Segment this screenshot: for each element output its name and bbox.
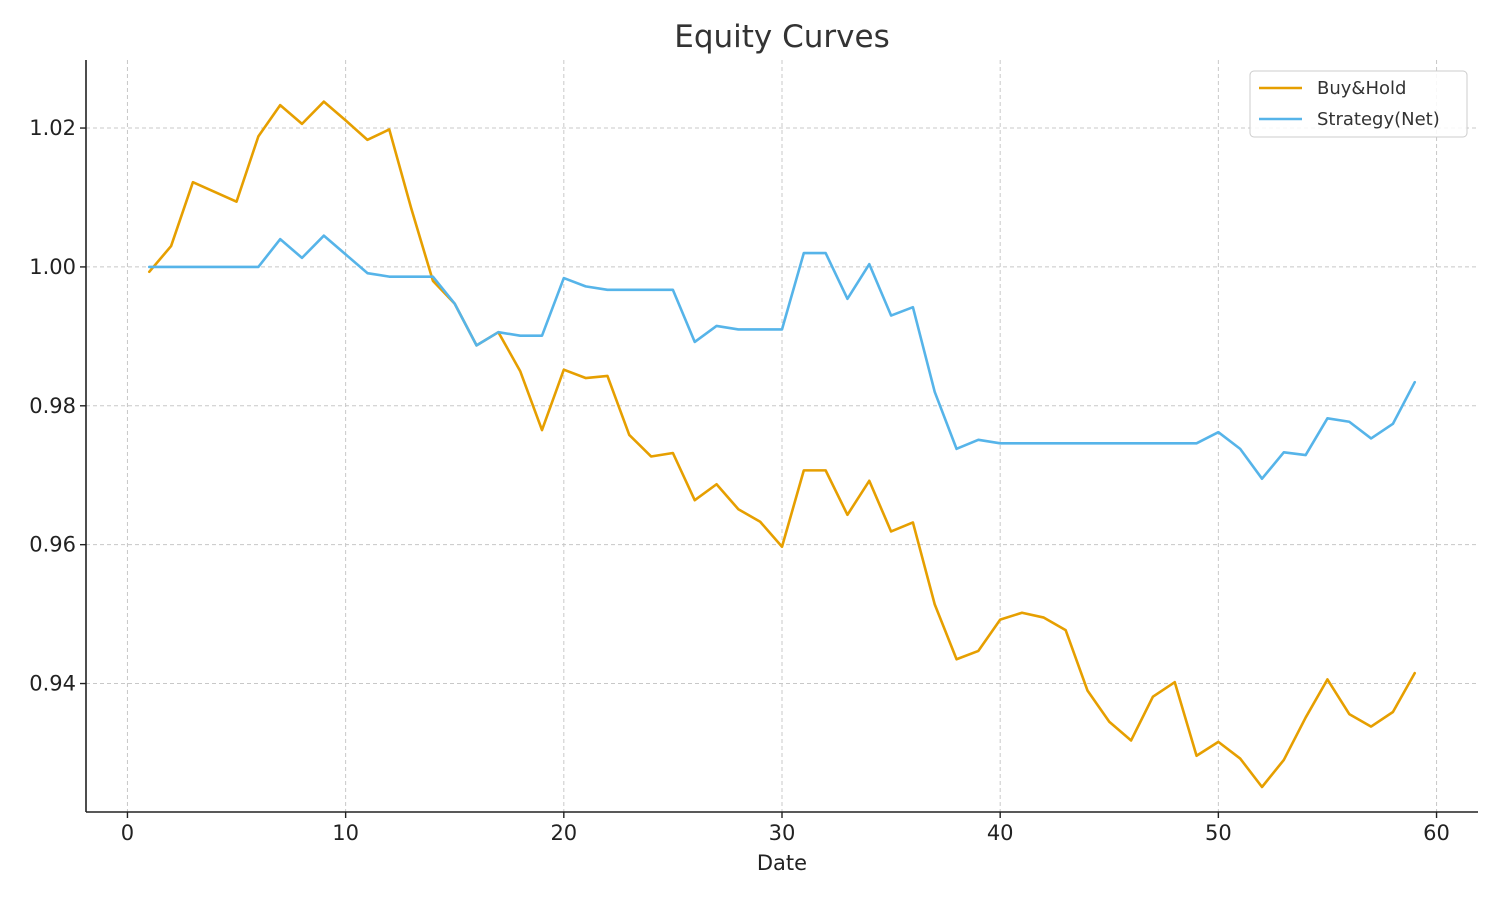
y-tick-label: 0.98 (29, 394, 76, 418)
legend-label-strategy-net: Strategy(Net) (1317, 109, 1440, 130)
y-tick-label: 0.96 (29, 533, 76, 557)
x-tick-label: 10 (332, 821, 359, 845)
y-tick-label: 1.00 (29, 255, 76, 279)
x-axis-label: Date (757, 851, 807, 875)
series-lines (147, 100, 1417, 789)
legend: Buy&Hold Strategy(Net) (1249, 70, 1468, 138)
x-tick-label: 20 (550, 821, 577, 845)
x-tick-label: 50 (1205, 821, 1232, 845)
legend-label-buy-hold: Buy&Hold (1317, 78, 1406, 99)
chart-title: Equity Curves (674, 19, 890, 55)
series-line-strategy-net (147, 234, 1417, 481)
y-tick-label: 1.02 (29, 116, 76, 140)
series-line-buy-hold (147, 100, 1417, 789)
x-tick-label: 0 (121, 821, 134, 845)
x-tick-label: 60 (1423, 821, 1450, 845)
x-tick-label: 30 (769, 821, 796, 845)
y-tick-label: 0.94 (29, 672, 76, 696)
legend-frame (1249, 70, 1468, 138)
legend-items: Buy&Hold Strategy(Net) (1259, 78, 1440, 130)
grid-lines (86, 60, 1478, 812)
x-tick-label: 40 (987, 821, 1014, 845)
axis-ticks: 0 10 20 30 40 50 60 0.94 0.96 0.98 1.00 1.02 (29, 116, 1450, 845)
